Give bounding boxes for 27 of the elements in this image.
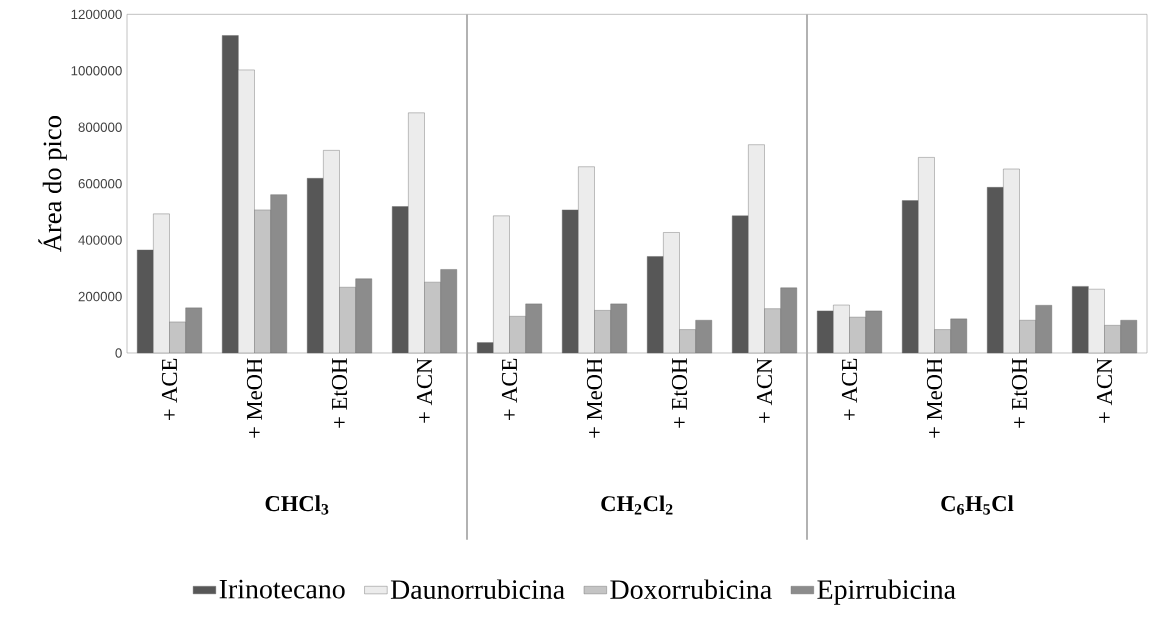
y-tick-label: 0 [115, 348, 122, 358]
x-tick-label: + EtOH [331, 358, 348, 428]
y-tick-label: 600000 [78, 178, 122, 189]
x-tick-label: + EtOH [671, 358, 688, 428]
y-tick-label: 200000 [78, 291, 122, 302]
legend-label: Doxorrubicina [610, 579, 772, 600]
text: C$_{6}$H$_{5}$Cl [941, 495, 1014, 515]
y-axis-title: Área do pico [38, 116, 67, 253]
x-tick-label: + ACN [1096, 358, 1113, 423]
y-tick-label: 1200000 [71, 9, 122, 20]
x-tick-label: + ACE [841, 358, 858, 421]
y-tick-label: 400000 [78, 235, 122, 245]
text: CH$_{2}$Cl$_{2}$ [601, 495, 673, 515]
x-tick-label: + MeOH [926, 358, 943, 438]
x-tick-label: + ACE [161, 358, 178, 421]
x-tick-label: + MeOH [586, 358, 603, 438]
x-tick-label: + ACE [501, 358, 518, 421]
text: CHCl$_{3}$ [265, 495, 329, 515]
x-tick-label: + EtOH [1011, 358, 1028, 428]
legend-label: Irinotecano [219, 579, 345, 599]
legend-label: Epirrubicina [817, 579, 956, 605]
y-tick-label: 1000000 [71, 66, 122, 76]
x-tick-label: + MeOH [246, 358, 263, 438]
legend-label: Daunorrubicina [390, 579, 565, 600]
x-tick-label: + ACN [416, 358, 433, 423]
x-tick-label: + ACN [756, 358, 773, 423]
y-tick-label: 800000 [78, 122, 122, 132]
